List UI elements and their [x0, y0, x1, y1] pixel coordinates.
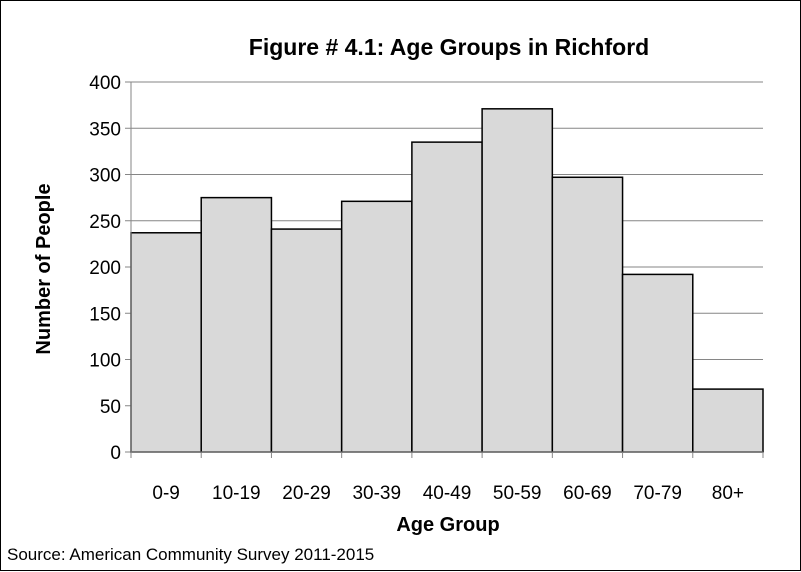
y-axis-ticks: 0 50 100 150 200 250 300 350 400: [89, 73, 131, 464]
x-axis-ticks: 0-9 10-19 20-29 30-39 40-49 50-59 60-69 70-79 80…: [130, 452, 764, 504]
bar-80+: [692, 388, 764, 453]
bar-50-59: [481, 108, 554, 453]
x-tick-label: 0-9: [152, 483, 179, 504]
chart-title: Figure # 4.1: Age Groups in Richford: [249, 34, 649, 60]
x-tick-label: 70-79: [633, 483, 682, 504]
x-tick-label: 50-59: [493, 483, 542, 504]
bar-40-49: [411, 141, 483, 453]
bar-10-19: [200, 196, 273, 453]
y-tick-label: 200: [89, 258, 121, 279]
y-tick-label: 0: [110, 443, 121, 464]
x-tick-label: 30-39: [352, 483, 401, 504]
bar-70-79: [621, 273, 694, 453]
y-tick-label: 250: [89, 212, 121, 233]
y-tick-label: 350: [89, 119, 121, 140]
y-tick-label: 300: [89, 166, 121, 187]
y-tick-label: 400: [89, 73, 121, 94]
bar-20-29: [270, 228, 343, 453]
bar-30-39: [340, 200, 413, 453]
y-tick-label: 100: [89, 351, 121, 372]
y-tick-label: 50: [100, 397, 121, 418]
y-tick-label: 150: [89, 304, 121, 325]
x-tick-label: 80+: [712, 483, 744, 504]
x-axis-title: Age Group: [396, 514, 499, 536]
source-note: Source: American Community Survey 2011-2…: [7, 545, 375, 564]
y-axis-title: Number of People: [33, 183, 55, 354]
x-tick-label: 10-19: [212, 483, 261, 504]
x-tick-label: 60-69: [563, 483, 612, 504]
bar-0-9: [130, 232, 202, 453]
x-tick-label: 20-29: [282, 483, 331, 504]
bars: [130, 108, 764, 453]
x-tick-label: 40-49: [423, 483, 472, 504]
bar-60-69: [551, 176, 624, 453]
